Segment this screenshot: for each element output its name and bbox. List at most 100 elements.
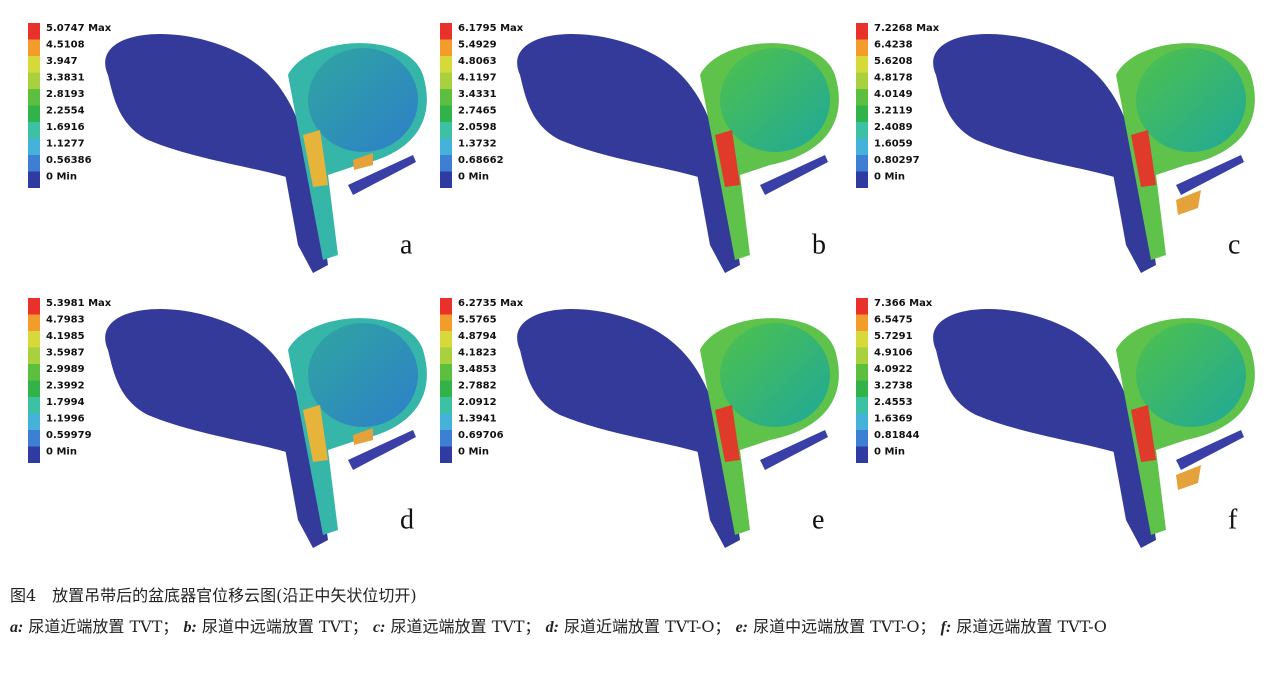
legend-swatch bbox=[28, 122, 40, 139]
legend-label: 2.9989 bbox=[46, 364, 85, 375]
legend-swatch bbox=[28, 380, 40, 397]
legend-swatch bbox=[440, 347, 452, 364]
legend-label: 5.3981 Max bbox=[46, 298, 112, 309]
caption-label: f: bbox=[940, 619, 952, 636]
legend-swatch bbox=[440, 39, 452, 56]
legend-label: 3.4331 bbox=[458, 89, 497, 100]
legend-label: 6.4238 bbox=[874, 40, 913, 51]
legend-label: 1.6059 bbox=[874, 139, 913, 150]
legend-swatch bbox=[28, 171, 40, 188]
legend-swatch bbox=[28, 331, 40, 348]
legend-label: 0.81844 bbox=[874, 430, 920, 441]
legend-label: 0.59979 bbox=[46, 430, 92, 441]
legend-swatch bbox=[28, 314, 40, 331]
legend-swatch bbox=[28, 23, 40, 40]
legend-swatch bbox=[28, 72, 40, 89]
legend-swatch bbox=[440, 314, 452, 331]
legend-swatch bbox=[28, 446, 40, 463]
legend-swatch bbox=[28, 56, 40, 73]
legend-label: 1.1277 bbox=[46, 139, 85, 150]
legend-swatch bbox=[440, 331, 452, 348]
legend-label: 7.2268 Max bbox=[874, 23, 940, 34]
panel-letter: f bbox=[1228, 504, 1238, 535]
legend-label: 0.68662 bbox=[458, 155, 504, 166]
legend-label: 5.0747 Max bbox=[46, 23, 112, 34]
legend-label: 4.1985 bbox=[46, 331, 85, 342]
legend-swatch bbox=[28, 105, 40, 122]
legend-swatch bbox=[28, 138, 40, 155]
model-cavity bbox=[308, 48, 418, 152]
legend-swatch bbox=[440, 364, 452, 381]
legend-swatch bbox=[856, 331, 868, 348]
legend-label: 1.3941 bbox=[458, 414, 497, 425]
legend-swatch bbox=[440, 56, 452, 73]
caption-label: d: bbox=[545, 619, 559, 636]
legend-swatch bbox=[440, 155, 452, 172]
model-hotspot bbox=[1131, 130, 1156, 187]
legend-swatch bbox=[856, 72, 868, 89]
legend-label: 4.0149 bbox=[874, 89, 913, 100]
legend-label: 4.8178 bbox=[874, 73, 913, 84]
panel-letter: d bbox=[400, 504, 414, 535]
caption-label: c: bbox=[373, 619, 386, 636]
caption-label: a: bbox=[10, 619, 24, 636]
legend-label: 4.8063 bbox=[458, 56, 497, 67]
panel: 7.2268 Max 6.4238 5.6208 4.8178 4.0149 3.2119… bbox=[856, 23, 1255, 273]
legend-label: 3.4853 bbox=[458, 364, 497, 375]
legend-label: 6.2735 Max bbox=[458, 298, 524, 309]
legend-swatch bbox=[440, 105, 452, 122]
legend-label: 1.6916 bbox=[46, 122, 85, 133]
model-hotspot bbox=[715, 405, 740, 462]
model-cavity bbox=[720, 323, 830, 427]
caption-text: 尿道远端放置 TVT； bbox=[385, 617, 546, 636]
panel: 6.2735 Max 5.5765 4.8794 4.1823 3.4853 2.7882… bbox=[440, 298, 839, 548]
legend-swatch bbox=[440, 380, 452, 397]
legend-swatch bbox=[856, 298, 868, 315]
legend-label: 1.6369 bbox=[874, 414, 913, 425]
legend-swatch bbox=[440, 446, 452, 463]
legend-label: 4.7983 bbox=[46, 315, 85, 326]
legend-swatch bbox=[28, 413, 40, 430]
legend-label: 2.8193 bbox=[46, 89, 85, 100]
legend-label: 5.7291 bbox=[874, 331, 913, 342]
legend-label: 6.5475 bbox=[874, 315, 913, 326]
legend-swatch bbox=[856, 56, 868, 73]
legend-label: 5.4929 bbox=[458, 40, 497, 51]
legend-swatch bbox=[856, 314, 868, 331]
legend-label: 0.56386 bbox=[46, 155, 92, 166]
legend-swatch bbox=[856, 155, 868, 172]
legend-swatch bbox=[440, 122, 452, 139]
legend-label: 2.0598 bbox=[458, 122, 497, 133]
legend-swatch bbox=[856, 171, 868, 188]
caption-text: 尿道近端放置 TVT-O； bbox=[558, 617, 736, 636]
legend-label: 0 Min bbox=[46, 172, 77, 183]
legend-label: 4.9106 bbox=[874, 348, 913, 359]
legend-label: 2.2554 bbox=[46, 106, 85, 117]
legend-swatch bbox=[856, 380, 868, 397]
legend-swatch bbox=[856, 430, 868, 447]
model-cavity bbox=[720, 48, 830, 152]
legend-swatch bbox=[440, 72, 452, 89]
legend-label: 1.3732 bbox=[458, 139, 497, 150]
legend-label: 3.2738 bbox=[874, 381, 913, 392]
sling bbox=[1176, 465, 1201, 490]
legend-label: 4.1823 bbox=[458, 348, 497, 359]
legend-swatch bbox=[28, 89, 40, 106]
legend-label: 0 Min bbox=[46, 447, 77, 458]
legend-label: 4.0922 bbox=[874, 364, 913, 375]
legend-swatch bbox=[440, 430, 452, 447]
legend-swatch bbox=[28, 298, 40, 315]
legend-swatch bbox=[856, 23, 868, 40]
panel-letter: a bbox=[400, 229, 413, 260]
legend-swatch bbox=[856, 89, 868, 106]
legend-label: 2.7465 bbox=[458, 106, 497, 117]
panel-letter: c bbox=[1228, 229, 1240, 260]
legend-swatch bbox=[440, 23, 452, 40]
legend-swatch bbox=[28, 347, 40, 364]
legend-label: 7.366 Max bbox=[874, 298, 933, 309]
caption-text: 尿道近端放置 TVT； bbox=[23, 617, 184, 636]
model-hotspot bbox=[303, 405, 328, 462]
legend-swatch bbox=[28, 430, 40, 447]
legend-label: 2.4089 bbox=[874, 122, 913, 133]
legend-label: 5.6208 bbox=[874, 56, 913, 67]
